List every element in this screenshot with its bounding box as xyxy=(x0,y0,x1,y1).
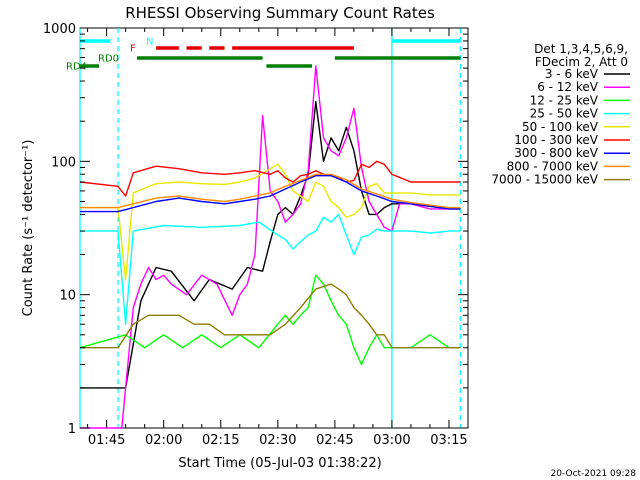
flag-label-rd0: RD0 xyxy=(98,54,119,65)
series-line-2 xyxy=(80,65,461,429)
legend-label-7: 300 - 800 keV xyxy=(514,146,598,160)
legend: Det 1,3,4,5,6,9, FDecim 2, Att 0 3 - 6 k… xyxy=(491,42,630,187)
x-tick-label-3: 02:30 xyxy=(259,433,296,448)
vertical-markers xyxy=(79,28,462,428)
x-tick-label-2: 02:15 xyxy=(202,433,239,448)
legend-label-3: 12 - 25 keV xyxy=(530,93,599,107)
y-tick-label-1: 10 xyxy=(59,289,76,304)
legend-label-1: 3 - 6 keV xyxy=(545,67,599,81)
series-line-3 xyxy=(79,274,461,366)
series-line-7 xyxy=(80,174,461,213)
y-axis-ticks: 1 10 100 1000 xyxy=(43,22,468,437)
flag-label-f: F xyxy=(130,44,136,55)
series-line-6 xyxy=(79,160,461,197)
y-tick-label-3: 1000 xyxy=(43,22,76,37)
legend-header-line-2: FDecim 2, Att 0 xyxy=(535,55,628,69)
legend-header-line-1: Det 1,3,4,5,6,9, xyxy=(534,42,628,56)
legend-label-8: 800 - 7000 keV xyxy=(507,159,599,173)
legend-label-4: 25 - 50 keV xyxy=(530,107,599,121)
series-lines xyxy=(79,65,461,429)
flag-label-n: N xyxy=(146,37,153,48)
footer-timestamp: 20-Oct-2021 09:28 xyxy=(551,469,637,479)
chart-title: RHESSI Observing Summary Count Rates xyxy=(125,4,435,22)
series-line-4 xyxy=(80,213,461,325)
x-tick-label-6: 03:15 xyxy=(430,433,467,448)
x-tick-label-5: 03:00 xyxy=(373,433,410,448)
y-axis-label: Count Rate (s⁻¹ detector⁻¹) xyxy=(21,140,36,317)
legend-label-6: 100 - 300 keV xyxy=(514,133,598,147)
x-axis-label: Start Time (05-Jul-03 01:38:22) xyxy=(178,456,381,471)
x-tick-label-0: 01:45 xyxy=(88,433,125,448)
y-tick-label-0: 1 xyxy=(68,422,76,437)
legend-label-2: 6 - 12 keV xyxy=(537,80,599,94)
x-axis-ticks: 01:45 02:00 02:15 02:30 02:45 03:00 03:15 xyxy=(87,28,469,448)
flag-bars: NF RD0 RD4 xyxy=(66,37,461,73)
x-tick-label-1: 02:00 xyxy=(145,433,182,448)
series-line-5 xyxy=(80,163,461,281)
legend-label-5: 50 - 100 keV xyxy=(522,120,599,134)
series-line-9 xyxy=(80,283,461,349)
x-tick-label-4: 02:45 xyxy=(316,433,353,448)
series-line-1 xyxy=(80,100,461,389)
series-line-8 xyxy=(80,173,461,209)
legend-label-9: 7000 - 15000 keV xyxy=(491,173,598,187)
y-tick-label-2: 100 xyxy=(51,155,76,170)
flag-label-rd4: RD4 xyxy=(66,62,87,73)
